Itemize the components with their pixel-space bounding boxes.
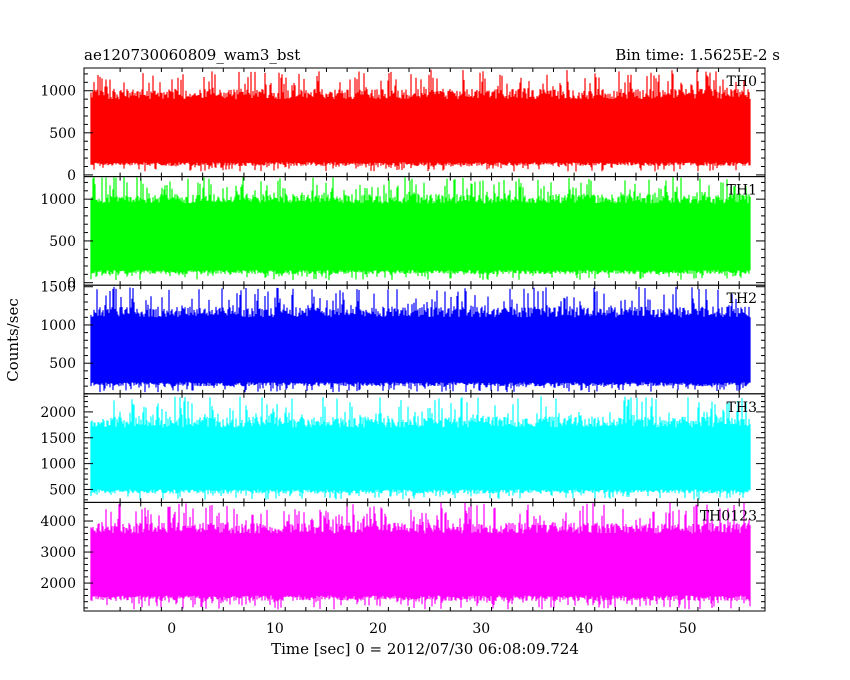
x-tick-label: 30 — [472, 621, 490, 637]
panel-label: TH3 — [727, 400, 757, 416]
y-tick-label: 500 — [49, 126, 76, 142]
panel-th2: 500 1000 1500 TH2 — [40, 280, 766, 395]
panel-th1: 0 500 1000 TH1 — [40, 176, 766, 292]
y-tick-label: 1000 — [40, 84, 76, 100]
y-tick-label: 4000 — [40, 514, 76, 530]
panel-label: TH0 — [727, 74, 757, 90]
series-th2 — [90, 286, 751, 393]
panel-label: TH1 — [727, 183, 757, 199]
series-th0123 — [90, 502, 751, 610]
y-tick-label: 500 — [49, 482, 76, 498]
panel-th0123: 2000 3000 4000 TH0123 — [40, 501, 766, 612]
x-tick-label: 10 — [266, 621, 284, 637]
y-tick-label: 500 — [49, 356, 76, 372]
x-axis-title: Time [sec] 0 = 2012/07/30 06:08:09.724 — [271, 640, 579, 658]
y-axis-title: Counts/sec — [4, 298, 22, 382]
x-tick-label: 20 — [369, 621, 387, 637]
y-tick-label: 0 — [67, 168, 76, 184]
panel-th0: 0 500 1000 TH0 — [40, 67, 766, 184]
y-tick-label: 1500 — [40, 280, 76, 296]
y-tick-label: 1000 — [40, 192, 76, 208]
y-tick-label: 3000 — [40, 545, 76, 561]
x-axis: 0 10 20 30 40 50 — [167, 621, 696, 637]
y-tick-label: 1500 — [40, 431, 76, 447]
panel-frame — [83, 501, 766, 612]
bin-time-label: Bin time: 1.5625E-2 s — [615, 46, 780, 64]
panel-label: TH2 — [727, 291, 757, 307]
series-th1 — [90, 176, 751, 281]
panels-group: 0 500 1000 TH0 0 500 1000 TH1 500 1000 1500 TH2 500 1… — [40, 67, 766, 612]
y-tick-label: 500 — [49, 234, 76, 250]
panel-label: TH0123 — [700, 508, 757, 524]
figure-title: ae120730060809_wam3_bst — [84, 46, 300, 64]
y-tick-label: 1000 — [40, 457, 76, 473]
y-tick-label: 2000 — [40, 405, 76, 421]
x-tick-label: 0 — [167, 621, 176, 637]
y-tick-label: 1000 — [40, 318, 76, 334]
panel-th3: 500 1000 1500 2000 TH3 — [40, 393, 766, 503]
x-tick-label: 50 — [679, 621, 697, 637]
series-th3 — [90, 396, 751, 500]
y-tick-label: 2000 — [40, 576, 76, 592]
series-th0 — [90, 69, 751, 172]
x-tick-label: 40 — [576, 621, 594, 637]
y-tick-label: 0 — [67, 276, 76, 292]
